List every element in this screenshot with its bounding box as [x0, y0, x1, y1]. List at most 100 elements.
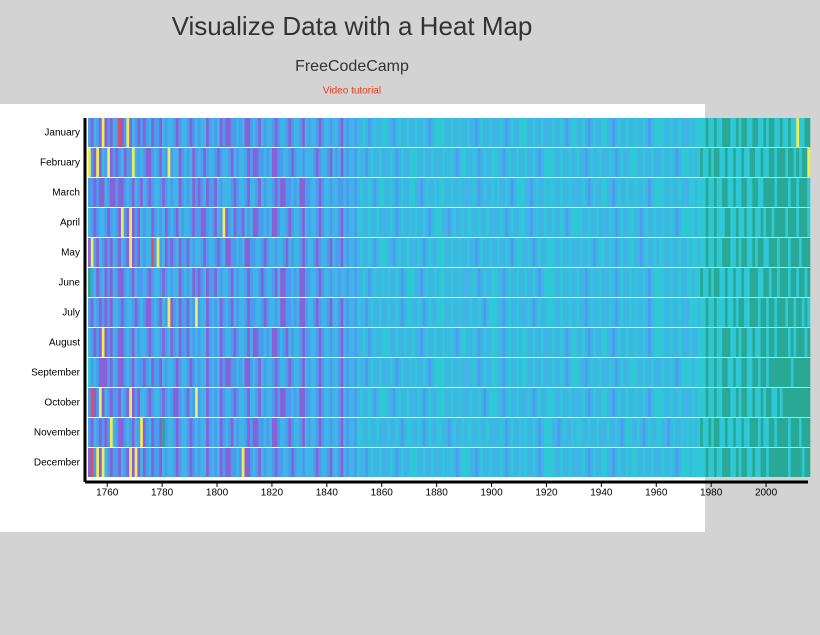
heat-cell — [755, 358, 759, 387]
heat-cell — [151, 418, 155, 447]
heat-cell — [263, 148, 267, 177]
heat-cell — [173, 268, 177, 297]
heat-cell — [497, 178, 501, 207]
heat-cell — [807, 208, 811, 237]
heat-cell — [738, 448, 742, 477]
heat-cell — [378, 448, 383, 477]
heat-cell — [637, 268, 641, 297]
heat-cell — [313, 418, 317, 447]
heat-cell — [746, 448, 750, 477]
heat-cell — [527, 328, 531, 357]
heat-cell — [724, 238, 728, 267]
heat-cell — [282, 388, 286, 417]
heat-cell — [109, 118, 114, 147]
heat-cell — [477, 298, 481, 327]
heat-cell — [557, 328, 561, 357]
heat-cell — [667, 208, 671, 237]
heat-cell — [315, 238, 319, 267]
heat-cell — [609, 298, 613, 327]
heat-cell — [617, 418, 621, 447]
heat-cell — [620, 148, 624, 177]
heat-cell — [628, 208, 632, 237]
heat-cell — [538, 238, 542, 267]
heat-cell — [527, 448, 531, 477]
heat-cell — [634, 388, 638, 417]
heat-cell — [370, 148, 374, 177]
heat-cell — [538, 328, 542, 357]
heat-cell — [680, 328, 685, 357]
heat-cell — [271, 448, 275, 477]
heat-cell — [628, 178, 632, 207]
heat-cell — [414, 118, 418, 147]
heat-cell — [318, 178, 322, 207]
heat-cell — [565, 418, 569, 447]
heat-cell — [689, 298, 693, 327]
heat-cell — [197, 328, 201, 357]
heat-cell — [178, 328, 182, 357]
x-tick-label: 1960 — [645, 488, 668, 499]
heat-cell — [315, 268, 319, 297]
heat-cell — [241, 418, 245, 447]
heat-cell — [332, 178, 336, 207]
heat-cell — [274, 238, 278, 267]
heat-cell — [148, 418, 152, 447]
heat-cell — [225, 328, 229, 357]
heat-cell — [340, 328, 344, 357]
heat-cell — [790, 148, 794, 177]
heat-cell — [260, 448, 264, 477]
heat-cell — [453, 238, 457, 267]
heat-cell — [508, 148, 512, 177]
heat-cell — [576, 388, 580, 417]
heat-cell — [757, 268, 761, 297]
heat-cell — [120, 148, 124, 177]
heat-cell — [189, 148, 193, 177]
heat-cell — [793, 118, 797, 147]
heat-cell — [653, 328, 657, 357]
heat-cell — [466, 208, 470, 237]
heat-cell — [137, 328, 141, 357]
heat-cell — [785, 328, 789, 357]
heat-cell — [598, 358, 602, 387]
heat-cell — [252, 358, 256, 387]
heat-cell — [475, 418, 479, 447]
heat-cell — [615, 388, 619, 417]
heat-cell — [307, 298, 311, 327]
heat-cell — [508, 238, 512, 267]
heat-cell — [395, 268, 399, 297]
heat-cell — [307, 388, 311, 417]
heat-cell — [189, 178, 193, 207]
heat-cell — [497, 358, 501, 387]
heat-cell — [639, 358, 643, 387]
heat-cell — [214, 448, 218, 477]
heat-cell — [189, 238, 193, 267]
heat-cell — [200, 238, 204, 267]
heat-cell — [206, 388, 210, 417]
heat-cell — [343, 148, 347, 177]
heat-cell — [233, 418, 237, 447]
video-link[interactable]: Video tutorial — [323, 86, 381, 97]
heat-cell — [549, 448, 553, 477]
heat-cell — [431, 268, 435, 297]
heat-cell — [211, 118, 215, 147]
heat-cell — [318, 388, 322, 417]
heat-cell — [384, 448, 388, 477]
heat-cell — [755, 328, 759, 357]
heat-cell — [175, 328, 179, 357]
heat-cell — [181, 358, 185, 387]
heat-cell — [774, 268, 778, 297]
heat-cell — [241, 118, 245, 147]
heat-cell — [436, 298, 440, 327]
heat-cell — [771, 238, 775, 267]
heat-cell — [576, 208, 580, 237]
heat-cell — [785, 208, 789, 237]
heat-cell — [296, 418, 300, 447]
heat-cell — [774, 298, 778, 327]
heat-cell — [442, 238, 446, 267]
heat-cell — [151, 238, 155, 267]
heat-cell — [365, 388, 369, 417]
heat-cell — [431, 238, 435, 267]
heat-cell — [104, 448, 108, 477]
heat-cell — [258, 328, 262, 357]
y-tick-label: May — [61, 248, 80, 259]
